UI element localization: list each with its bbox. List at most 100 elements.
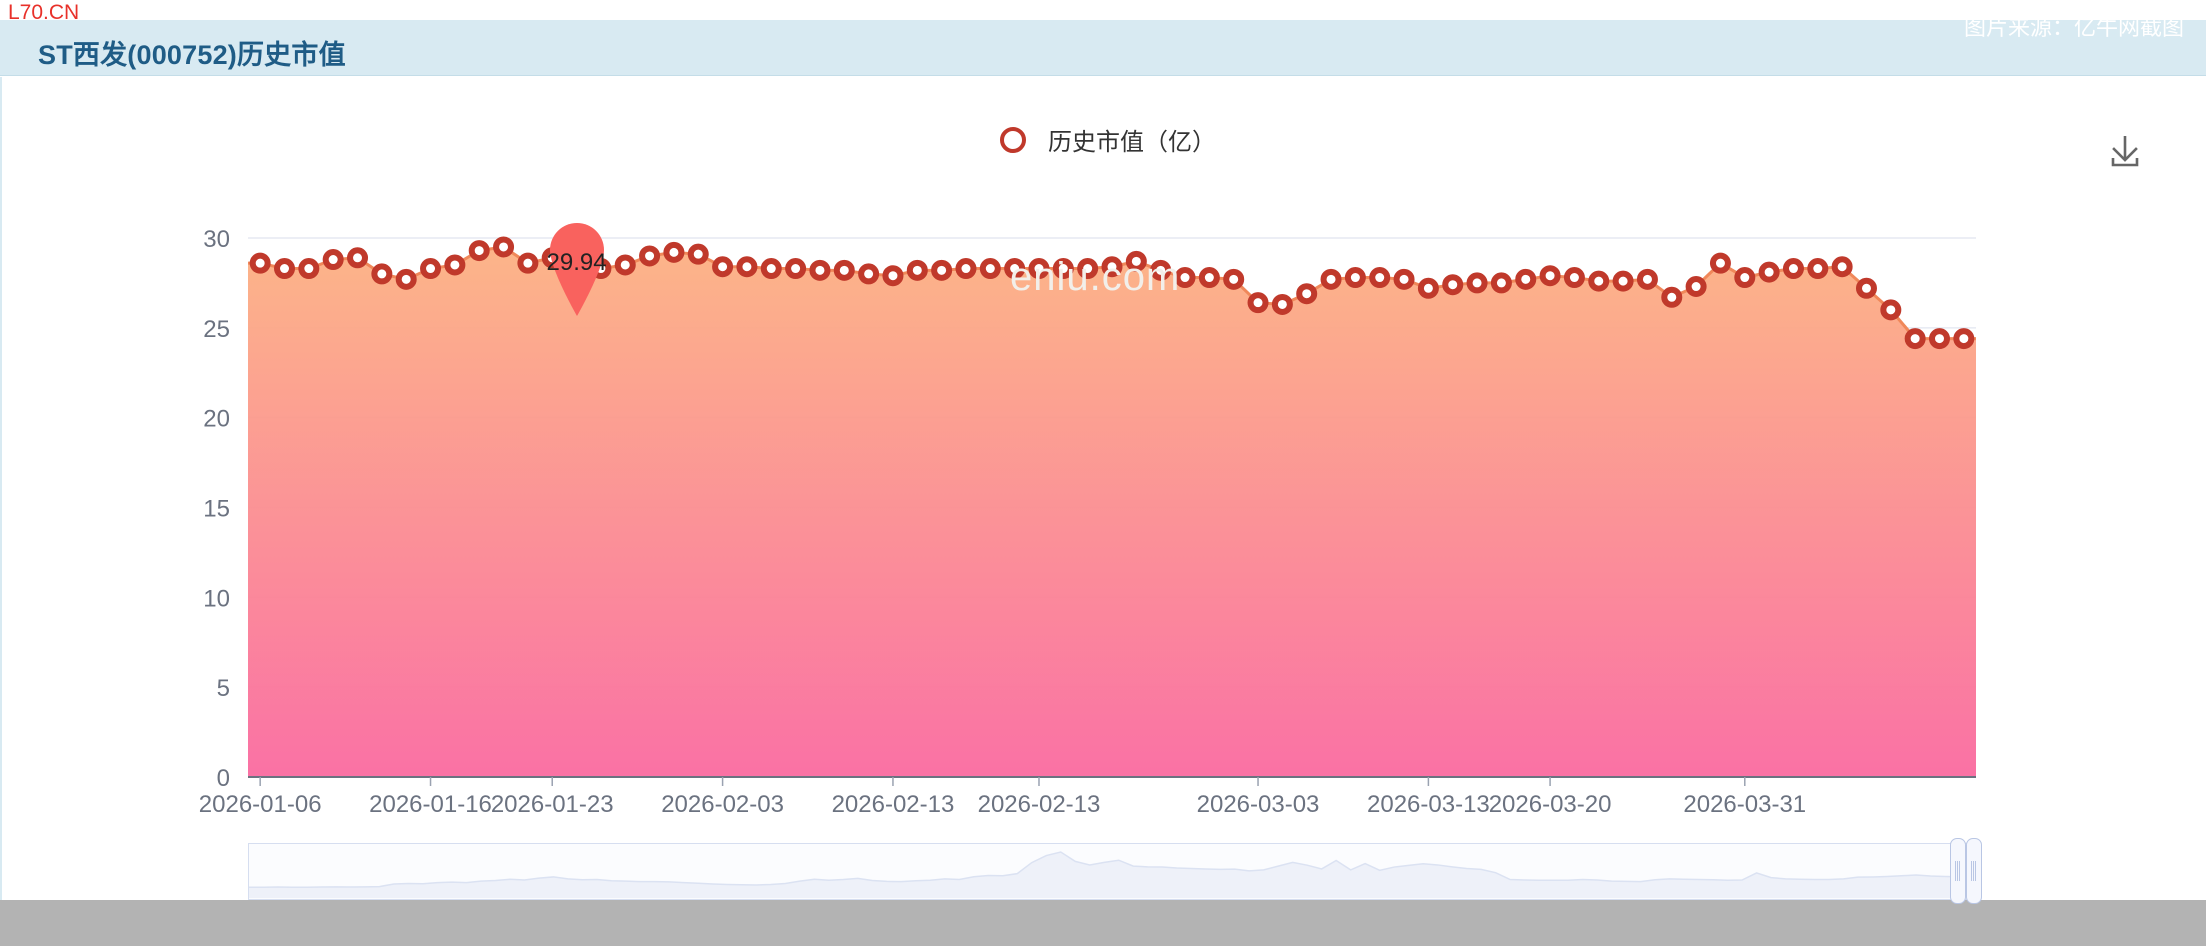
chart-legend[interactable]: 历史市值（亿） — [1000, 122, 1216, 157]
data-point[interactable] — [1101, 256, 1123, 278]
data-point[interactable] — [1612, 270, 1634, 292]
data-point[interactable] — [1004, 258, 1026, 280]
data-point[interactable] — [395, 268, 417, 290]
data-point[interactable] — [274, 258, 296, 280]
data-point[interactable] — [1880, 299, 1902, 321]
data-point[interactable] — [1490, 272, 1512, 294]
svg-text:25: 25 — [203, 316, 230, 343]
data-point[interactable] — [1709, 252, 1731, 274]
data-point[interactable] — [1198, 267, 1220, 289]
svg-text:2026-02-13: 2026-02-13 — [832, 791, 955, 818]
data-point[interactable] — [468, 240, 490, 262]
data-point[interactable] — [663, 241, 685, 263]
data-point[interactable] — [1247, 292, 1269, 314]
data-point[interactable] — [712, 256, 734, 278]
data-point[interactable] — [882, 265, 904, 287]
plot-area: 0 5 10 15 20 25 30 2026-01-06 2026-01-16 2026-01-… — [199, 226, 1976, 818]
datazoom-slider[interactable] — [248, 843, 1976, 900]
legend-label: 历史市值（亿） — [1048, 129, 1216, 156]
data-point[interactable] — [371, 263, 393, 285]
data-point[interactable] — [858, 263, 880, 285]
footer-bar — [0, 900, 2206, 946]
svg-text:2026-03-03: 2026-03-03 — [1197, 791, 1320, 818]
page-title: ST西发(000752)历史市值 — [38, 40, 346, 70]
handle-grip-icon — [1955, 861, 1961, 881]
svg-text:15: 15 — [203, 496, 230, 523]
data-point[interactable] — [1758, 261, 1780, 283]
data-point[interactable] — [1928, 328, 1950, 350]
data-point[interactable] — [785, 258, 807, 280]
svg-text:2026-03-20: 2026-03-20 — [1489, 791, 1612, 818]
data-point[interactable] — [1685, 276, 1707, 298]
data-point[interactable] — [1636, 268, 1658, 290]
data-point[interactable] — [639, 245, 661, 267]
data-point[interactable] — [1563, 267, 1585, 289]
data-point[interactable] — [420, 258, 442, 280]
max-value-label: 29.94 — [546, 249, 607, 277]
svg-text:2026-01-06: 2026-01-06 — [199, 791, 322, 818]
svg-text:2026-01-23: 2026-01-23 — [491, 791, 614, 818]
data-point[interactable] — [833, 259, 855, 281]
chart-svg: 0 5 10 15 20 25 30 2026-01-06 2026-01-162026-01-… — [199, 226, 1976, 818]
data-point[interactable] — [1393, 268, 1415, 290]
data-point[interactable] — [444, 254, 466, 276]
data-point[interactable] — [1466, 272, 1488, 294]
data-point[interactable] — [687, 243, 709, 265]
datazoom-preview — [249, 851, 1974, 898]
data-point[interactable] — [979, 258, 1001, 280]
svg-text:20: 20 — [203, 406, 230, 433]
svg-text:2026-02-13: 2026-02-13 — [978, 791, 1101, 818]
data-point[interactable] — [1417, 277, 1439, 299]
data-point[interactable] — [1953, 328, 1975, 350]
max-value-pin — [540, 213, 614, 322]
data-point[interactable] — [1661, 286, 1683, 308]
header-bar — [0, 20, 2206, 76]
data-point[interactable] — [1855, 277, 1877, 299]
data-point[interactable] — [1442, 274, 1464, 296]
svg-text:2026-03-13: 2026-03-13 — [1367, 791, 1490, 818]
data-point[interactable] — [1150, 259, 1172, 281]
data-point[interactable] — [955, 258, 977, 280]
data-point[interactable] — [1028, 258, 1050, 280]
data-point[interactable] — [493, 236, 515, 258]
data-point[interactable] — [347, 247, 369, 269]
data-point[interactable] — [1320, 268, 1342, 290]
data-point[interactable] — [1296, 283, 1318, 305]
data-point[interactable] — [1831, 256, 1853, 278]
data-point[interactable] — [1515, 268, 1537, 290]
data-point[interactable] — [1588, 270, 1610, 292]
data-point[interactable] — [1782, 258, 1804, 280]
data-point[interactable] — [906, 259, 928, 281]
data-point[interactable] — [736, 256, 758, 278]
download-icon[interactable] — [2102, 128, 2148, 174]
svg-text:10: 10 — [203, 585, 230, 612]
datazoom-handle-left[interactable] — [1950, 838, 1966, 904]
svg-text:2026-03-31: 2026-03-31 — [1683, 791, 1806, 818]
data-point[interactable] — [1369, 267, 1391, 289]
data-point[interactable] — [1052, 258, 1074, 280]
data-point[interactable] — [1344, 267, 1366, 289]
data-point[interactable] — [322, 249, 344, 271]
data-point[interactable] — [517, 252, 539, 274]
data-point[interactable] — [298, 258, 320, 280]
data-point[interactable] — [931, 259, 953, 281]
svg-text:30: 30 — [203, 226, 230, 253]
legend-marker-icon — [1000, 126, 1026, 153]
data-point[interactable] — [1807, 258, 1829, 280]
data-point[interactable] — [760, 258, 782, 280]
datazoom-handle-right[interactable] — [1966, 838, 1982, 904]
data-point[interactable] — [1904, 328, 1926, 350]
data-point[interactable] — [1734, 267, 1756, 289]
data-point[interactable] — [614, 254, 636, 276]
data-point[interactable] — [249, 252, 271, 274]
data-point[interactable] — [1539, 265, 1561, 287]
footer-source-text: 图片来源：亿牛网截图 — [1963, 15, 2184, 40]
data-point[interactable] — [1223, 268, 1245, 290]
data-point[interactable] — [1077, 258, 1099, 280]
svg-text:2026-01-16: 2026-01-16 — [369, 791, 492, 818]
data-point[interactable] — [1174, 267, 1196, 289]
data-point[interactable] — [1271, 293, 1293, 315]
data-point[interactable] — [809, 259, 831, 281]
data-point[interactable] — [1125, 250, 1147, 272]
site-watermark: L70.CN — [8, 1, 80, 24]
